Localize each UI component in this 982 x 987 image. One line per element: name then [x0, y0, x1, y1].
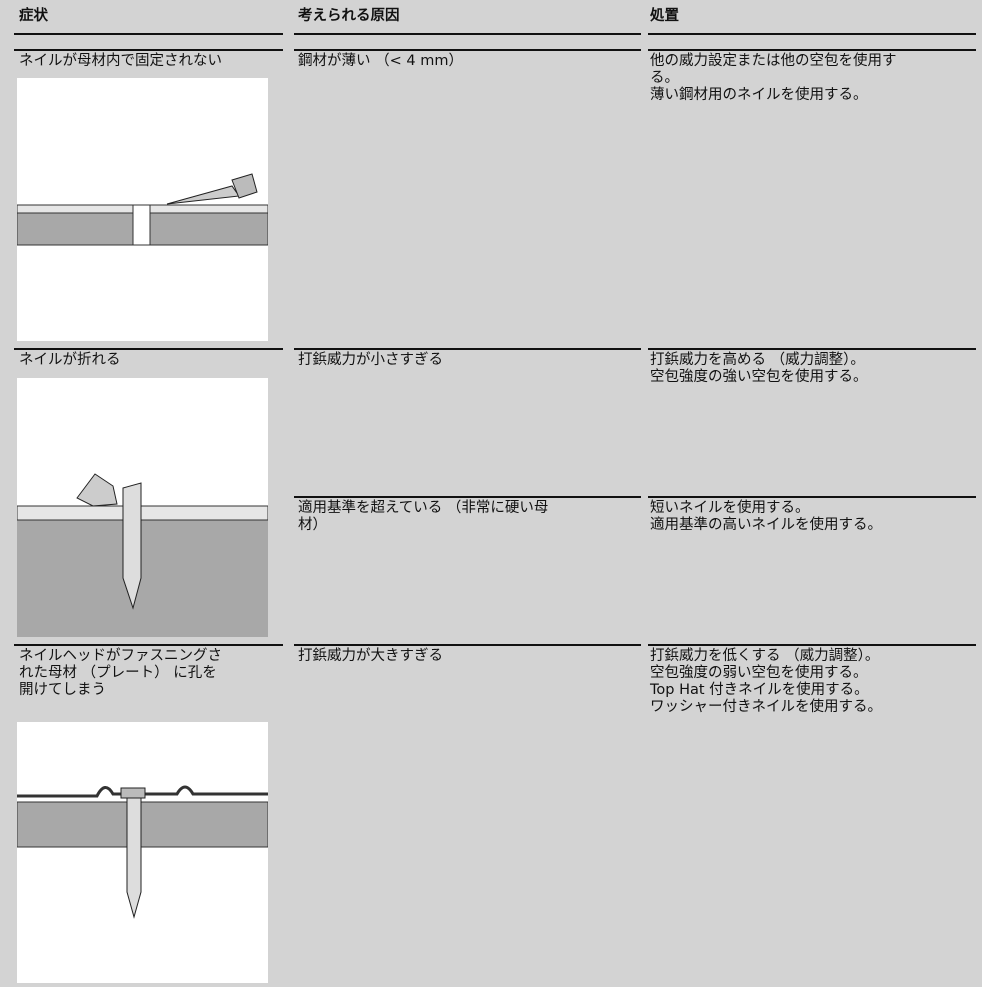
cell-text: 短いネイルを使用する。: [650, 500, 810, 516]
nail-illustration: [16, 473, 269, 637]
rule: [14, 33, 283, 35]
cell-text: 打鋲威力が大きすぎる: [298, 648, 443, 664]
cell-text: 適用基準の高いネイルを使用する。: [650, 517, 882, 533]
rule: [294, 348, 641, 350]
nail-illustration: [16, 785, 269, 919]
cell-text: 適用基準を超えている （非常に硬い母: [298, 500, 549, 516]
cell-text: 処置: [650, 8, 679, 24]
cell-text: ネイルヘッドがファスニングさ: [19, 648, 222, 664]
rule: [648, 496, 976, 498]
cell-text: ネイルが母材内で固定されない: [19, 53, 222, 69]
rule: [14, 348, 283, 350]
cell-text: 打鋲威力を高める （威力調整）。: [650, 352, 865, 368]
illustration: [16, 378, 269, 637]
nail-illustration: [16, 173, 269, 246]
cell-text: る。: [650, 70, 679, 86]
cell-text: 薄い鋼材用のネイルを使用する。: [650, 87, 868, 103]
rule: [648, 644, 976, 646]
rule: [648, 348, 976, 350]
cell-text: Top Hat 付きネイルを使用する。: [650, 682, 869, 698]
rule: [648, 33, 976, 35]
rule: [294, 49, 641, 51]
cell-text: ワッシャー付きネイルを使用する。: [650, 699, 882, 715]
illustration: [16, 78, 269, 341]
cell-text: 材）: [298, 517, 327, 533]
illustration: [16, 722, 269, 983]
cell-text: 打鋲威力を低くする （威力調整）。: [650, 648, 880, 664]
rule: [294, 496, 641, 498]
cell-text: 空包強度の弱い空包を使用する。: [650, 665, 868, 681]
rule: [14, 644, 283, 646]
cell-text: ネイルが折れる: [19, 352, 121, 368]
cell-text: 空包強度の強い空包を使用する。: [650, 369, 868, 385]
cell-text: 考えられる原因: [298, 8, 400, 24]
cell-text: 他の威力設定または他の空包を使用す: [650, 53, 897, 69]
rule: [294, 644, 641, 646]
rule: [294, 33, 641, 35]
cell-text: 症状: [19, 8, 48, 24]
cell-text: れた母材 （プレート） に孔を: [19, 665, 217, 681]
rule: [14, 49, 283, 51]
cell-text: 開けてしまう: [19, 682, 106, 698]
rule: [648, 49, 976, 51]
cell-text: 打鋲威力が小さすぎる: [298, 352, 443, 368]
cell-text: 鋼材が薄い （< 4 mm）: [298, 53, 463, 69]
